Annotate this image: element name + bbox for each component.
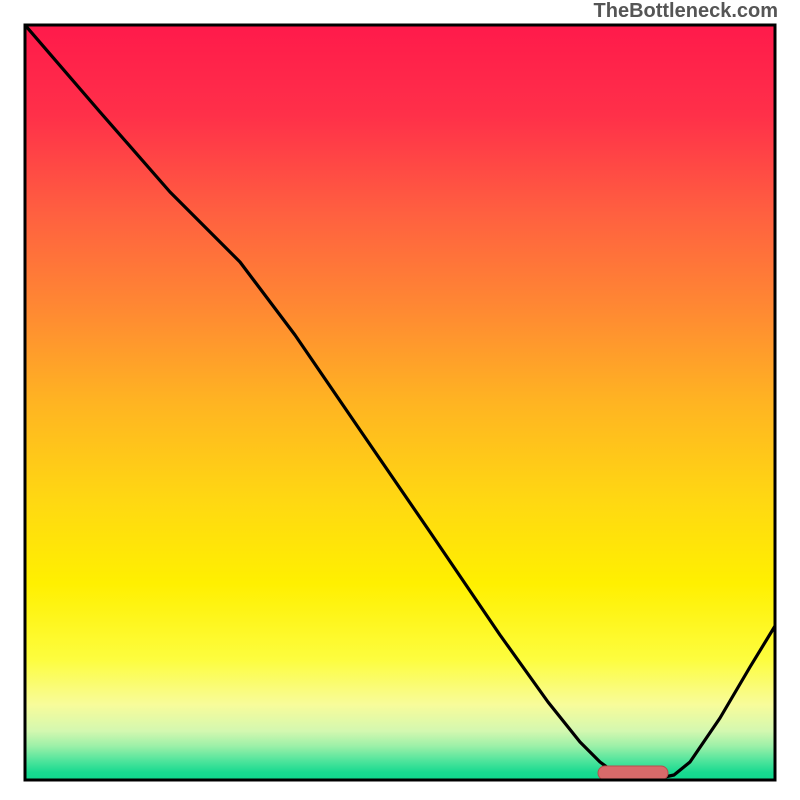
bottleneck-chart [0,0,800,800]
optimal-marker [598,766,668,780]
chart-container: { "attribution": { "text": "TheBottlenec… [0,0,800,800]
gradient-background [25,25,775,780]
